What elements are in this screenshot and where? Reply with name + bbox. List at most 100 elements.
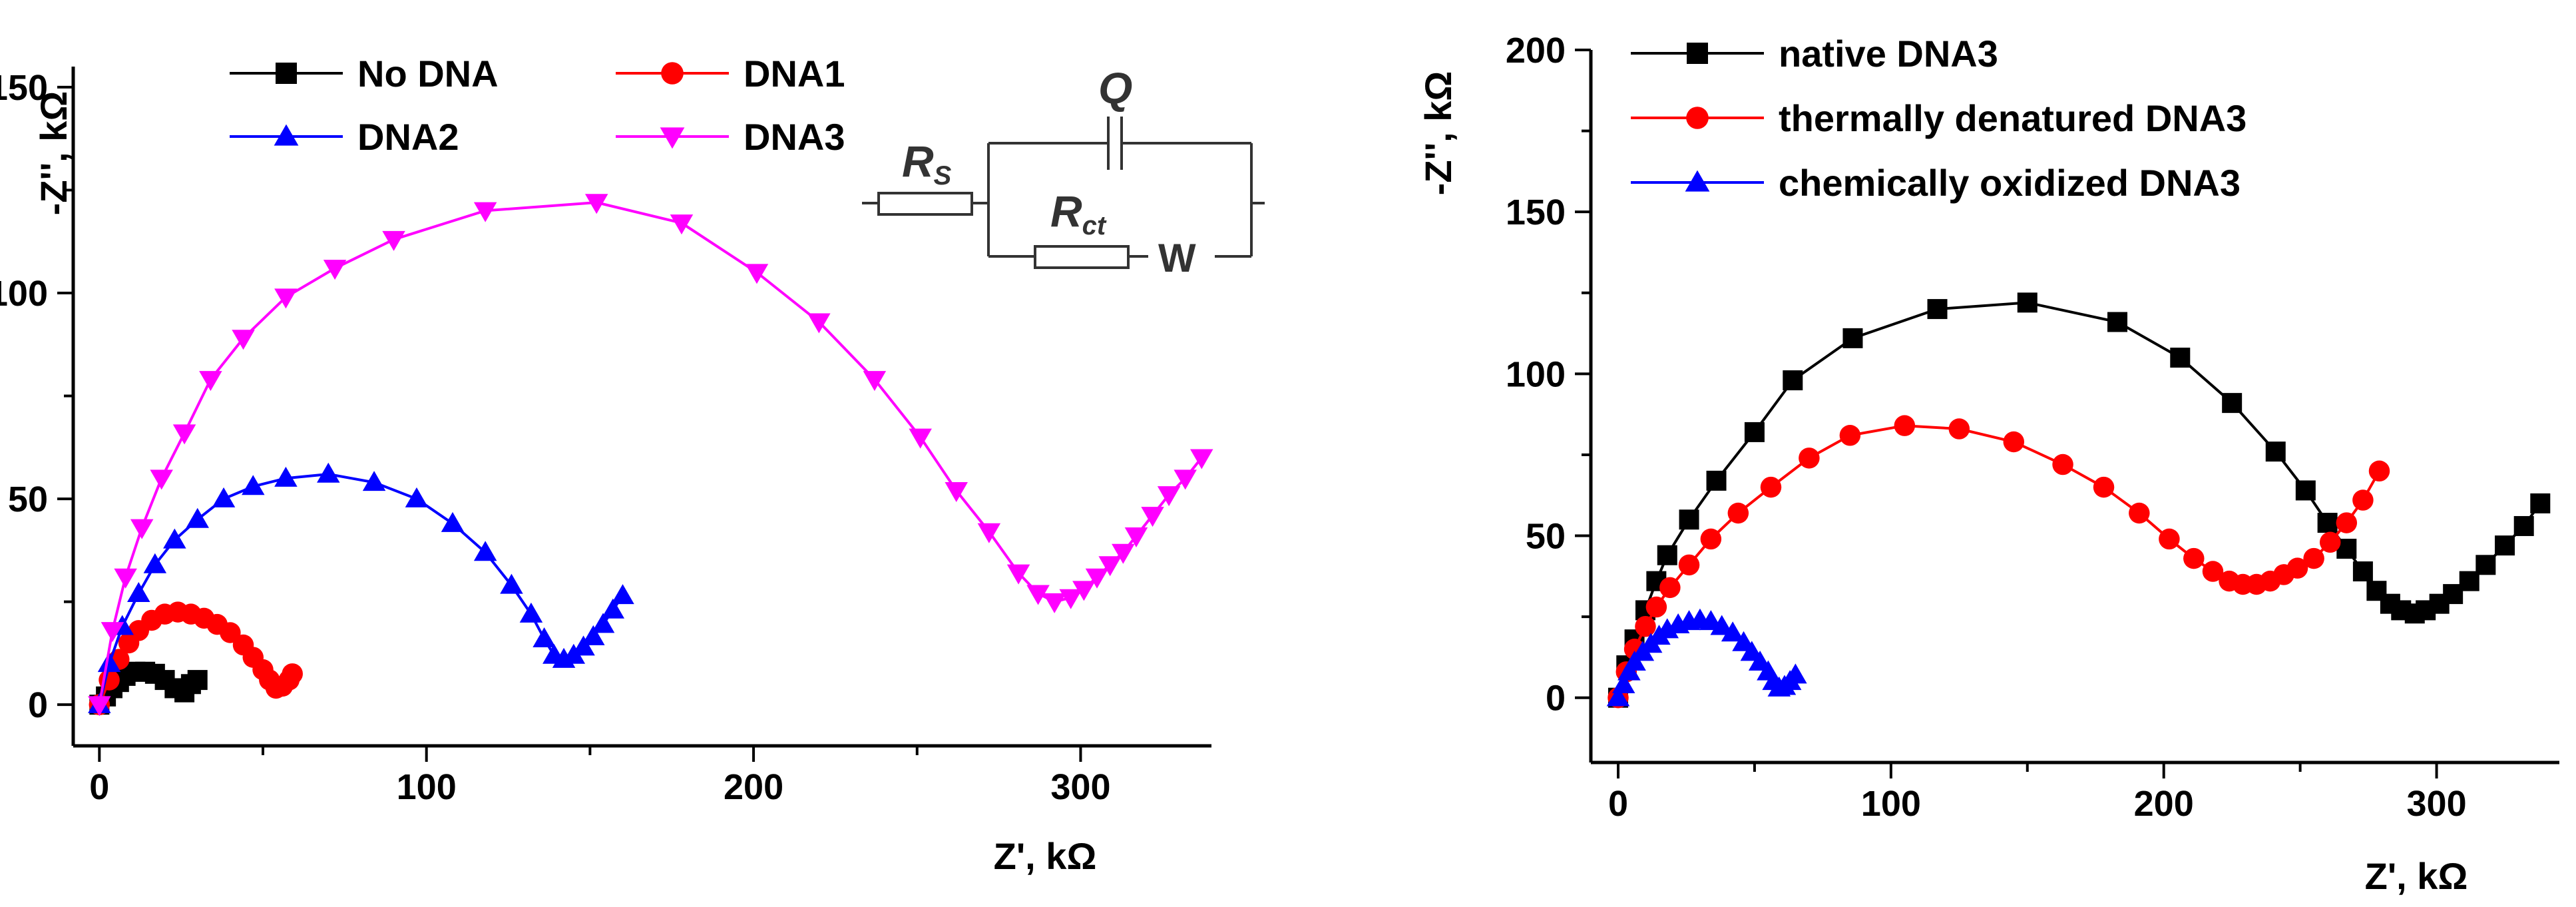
data-point-native-dna3 <box>2352 561 2373 582</box>
data-point-dna3 <box>473 202 497 222</box>
data-point-thermally-denatured-dna3 <box>2052 453 2073 475</box>
data-point-thermally-denatured-dna3 <box>2159 528 2180 550</box>
x-tick-label: 0 <box>89 767 109 807</box>
data-point-native-dna3 <box>1842 328 1863 348</box>
data-point-dna2 <box>473 541 497 561</box>
legend-marker <box>661 62 684 85</box>
data-point-chemically-oxidized-dna3 <box>1611 673 1635 694</box>
legend-label: No DNA <box>357 53 499 95</box>
data-point-thermally-denatured-dna3 <box>2003 431 2025 453</box>
x-tick-label: 300 <box>2407 784 2467 824</box>
equivalent-circuit-diagram: RS Q Rct W <box>862 63 1265 280</box>
data-point-no-dna <box>187 670 208 691</box>
data-point-dna2 <box>163 528 186 549</box>
data-point-dna3 <box>584 194 608 214</box>
data-point-chemically-oxidized-dna3 <box>1710 615 1733 635</box>
data-point-dna3 <box>863 371 887 392</box>
legend-item-dna2: DNA2 <box>230 116 459 158</box>
data-point-dna2 <box>533 627 556 648</box>
x-axis-title: Z', kΩ <box>2365 855 2468 897</box>
y-tick-label: 0 <box>1546 679 1566 719</box>
data-point-dna2 <box>362 471 386 491</box>
data-point-dna3 <box>909 428 932 449</box>
series-line-thermally-denatured-dna3 <box>1617 424 2381 699</box>
data-point-dna3 <box>1085 568 1109 589</box>
legend-label: thermally denatured DNA3 <box>1779 97 2247 139</box>
data-point-chemically-oxidized-dna3 <box>1784 663 1807 684</box>
legend-item-dna3: DNA3 <box>616 116 845 158</box>
data-point-thermally-denatured-dna3 <box>1727 502 1749 524</box>
data-point-thermally-denatured-dna3 <box>1659 577 1681 599</box>
data-point-dna3 <box>150 469 173 490</box>
data-point-dna2 <box>317 462 340 483</box>
data-point-native-dna3 <box>1657 545 1677 565</box>
data-point-dna2 <box>611 584 634 605</box>
data-point-thermally-denatured-dna3 <box>2319 531 2341 553</box>
data-point-native-dna3 <box>1706 470 1727 491</box>
data-point-dna2 <box>405 487 429 507</box>
series-line-dna3 <box>98 200 1203 705</box>
data-point-dna3 <box>1190 449 1213 469</box>
data-point-dna3 <box>1042 593 1066 613</box>
data-point-dna2 <box>143 553 167 573</box>
data-point-dna3 <box>1157 486 1181 507</box>
data-point-thermally-denatured-dna3 <box>2368 460 2390 482</box>
data-point-dna2 <box>601 598 625 619</box>
legend-marker <box>1686 107 1709 129</box>
x-tick-label: 100 <box>1861 784 1921 824</box>
data-point-native-dna3 <box>2530 493 2551 513</box>
data-point-dna3 <box>670 214 694 235</box>
y-axis-title: -Z'', kΩ <box>33 91 75 216</box>
x-tick-label: 200 <box>724 767 783 807</box>
data-point-dna2 <box>212 487 236 507</box>
axes: 0 100 200 300 0 50 100 150 200 Z', kΩ -Z'', kΩ <box>1417 31 2559 897</box>
data-point-dna3 <box>114 568 137 589</box>
data-point-thermally-denatured-dna3 <box>1700 528 1722 550</box>
legend-label: DNA2 <box>357 116 459 158</box>
data-point-dna3 <box>101 622 124 643</box>
data-point-dna2 <box>441 511 465 532</box>
legend-marker <box>1687 43 1708 64</box>
data-point-dna3 <box>1006 564 1030 585</box>
data-point-thermally-denatured-dna3 <box>2336 512 2358 533</box>
data-point-dna3 <box>1072 581 1096 601</box>
x-tick-label: 300 <box>1050 767 1110 807</box>
data-point-thermally-denatured-dna3 <box>2286 557 2308 579</box>
data-point-thermally-denatured-dna3 <box>1760 476 1782 498</box>
data-point-native-dna3 <box>2107 312 2128 332</box>
data-point-thermally-denatured-dna3 <box>1839 425 1861 446</box>
y-tick-label: 50 <box>1526 517 1566 557</box>
data-point-dna3 <box>130 519 154 539</box>
data-point-chemically-oxidized-dna3 <box>1606 686 1630 707</box>
legend-marker <box>274 124 299 146</box>
rs-resistor <box>877 192 973 216</box>
data-point-thermally-denatured-dna3 <box>1645 596 1667 618</box>
data-point-thermally-denatured-dna3 <box>1894 415 1916 436</box>
legend-item-chemically-oxidized-dna3: chemically oxidized DNA3 <box>1631 162 2241 204</box>
data-point-dna3 <box>745 264 769 284</box>
legend-label: native DNA3 <box>1779 33 1998 75</box>
legend-label: DNA3 <box>744 116 845 158</box>
data-point-dna2 <box>500 573 523 594</box>
data-point-dna3 <box>945 481 968 502</box>
data-point-dna2 <box>97 652 121 673</box>
legend-label: DNA1 <box>744 53 845 95</box>
legend: No DNA DNA1 DNA2 DNA3 <box>230 53 845 158</box>
y-tick-label: 150 <box>1506 192 1566 232</box>
x-tick-label: 0 <box>1608 784 1628 824</box>
data-point-dna2 <box>582 625 605 645</box>
data-point-thermally-denatured-dna3 <box>1948 418 1970 440</box>
data-point-dna3 <box>807 313 831 334</box>
y-tick-label: 50 <box>8 479 48 519</box>
legend: native DNA3 thermally denatured DNA3 chemi… <box>1631 33 2247 204</box>
data-point-dna3 <box>274 288 298 309</box>
x-tick-label: 100 <box>397 767 457 807</box>
data-point-native-dna3 <box>2222 393 2243 414</box>
data-point-native-dna3 <box>1927 299 1948 320</box>
data-point-native-dna3 <box>2265 442 2286 462</box>
data-point-thermally-denatured-dna3 <box>2303 547 2324 569</box>
series-dna2 <box>88 462 634 713</box>
y-tick-label: 200 <box>1506 31 1566 71</box>
legend-item-thermally-denatured-dna3: thermally denatured DNA3 <box>1631 97 2247 139</box>
